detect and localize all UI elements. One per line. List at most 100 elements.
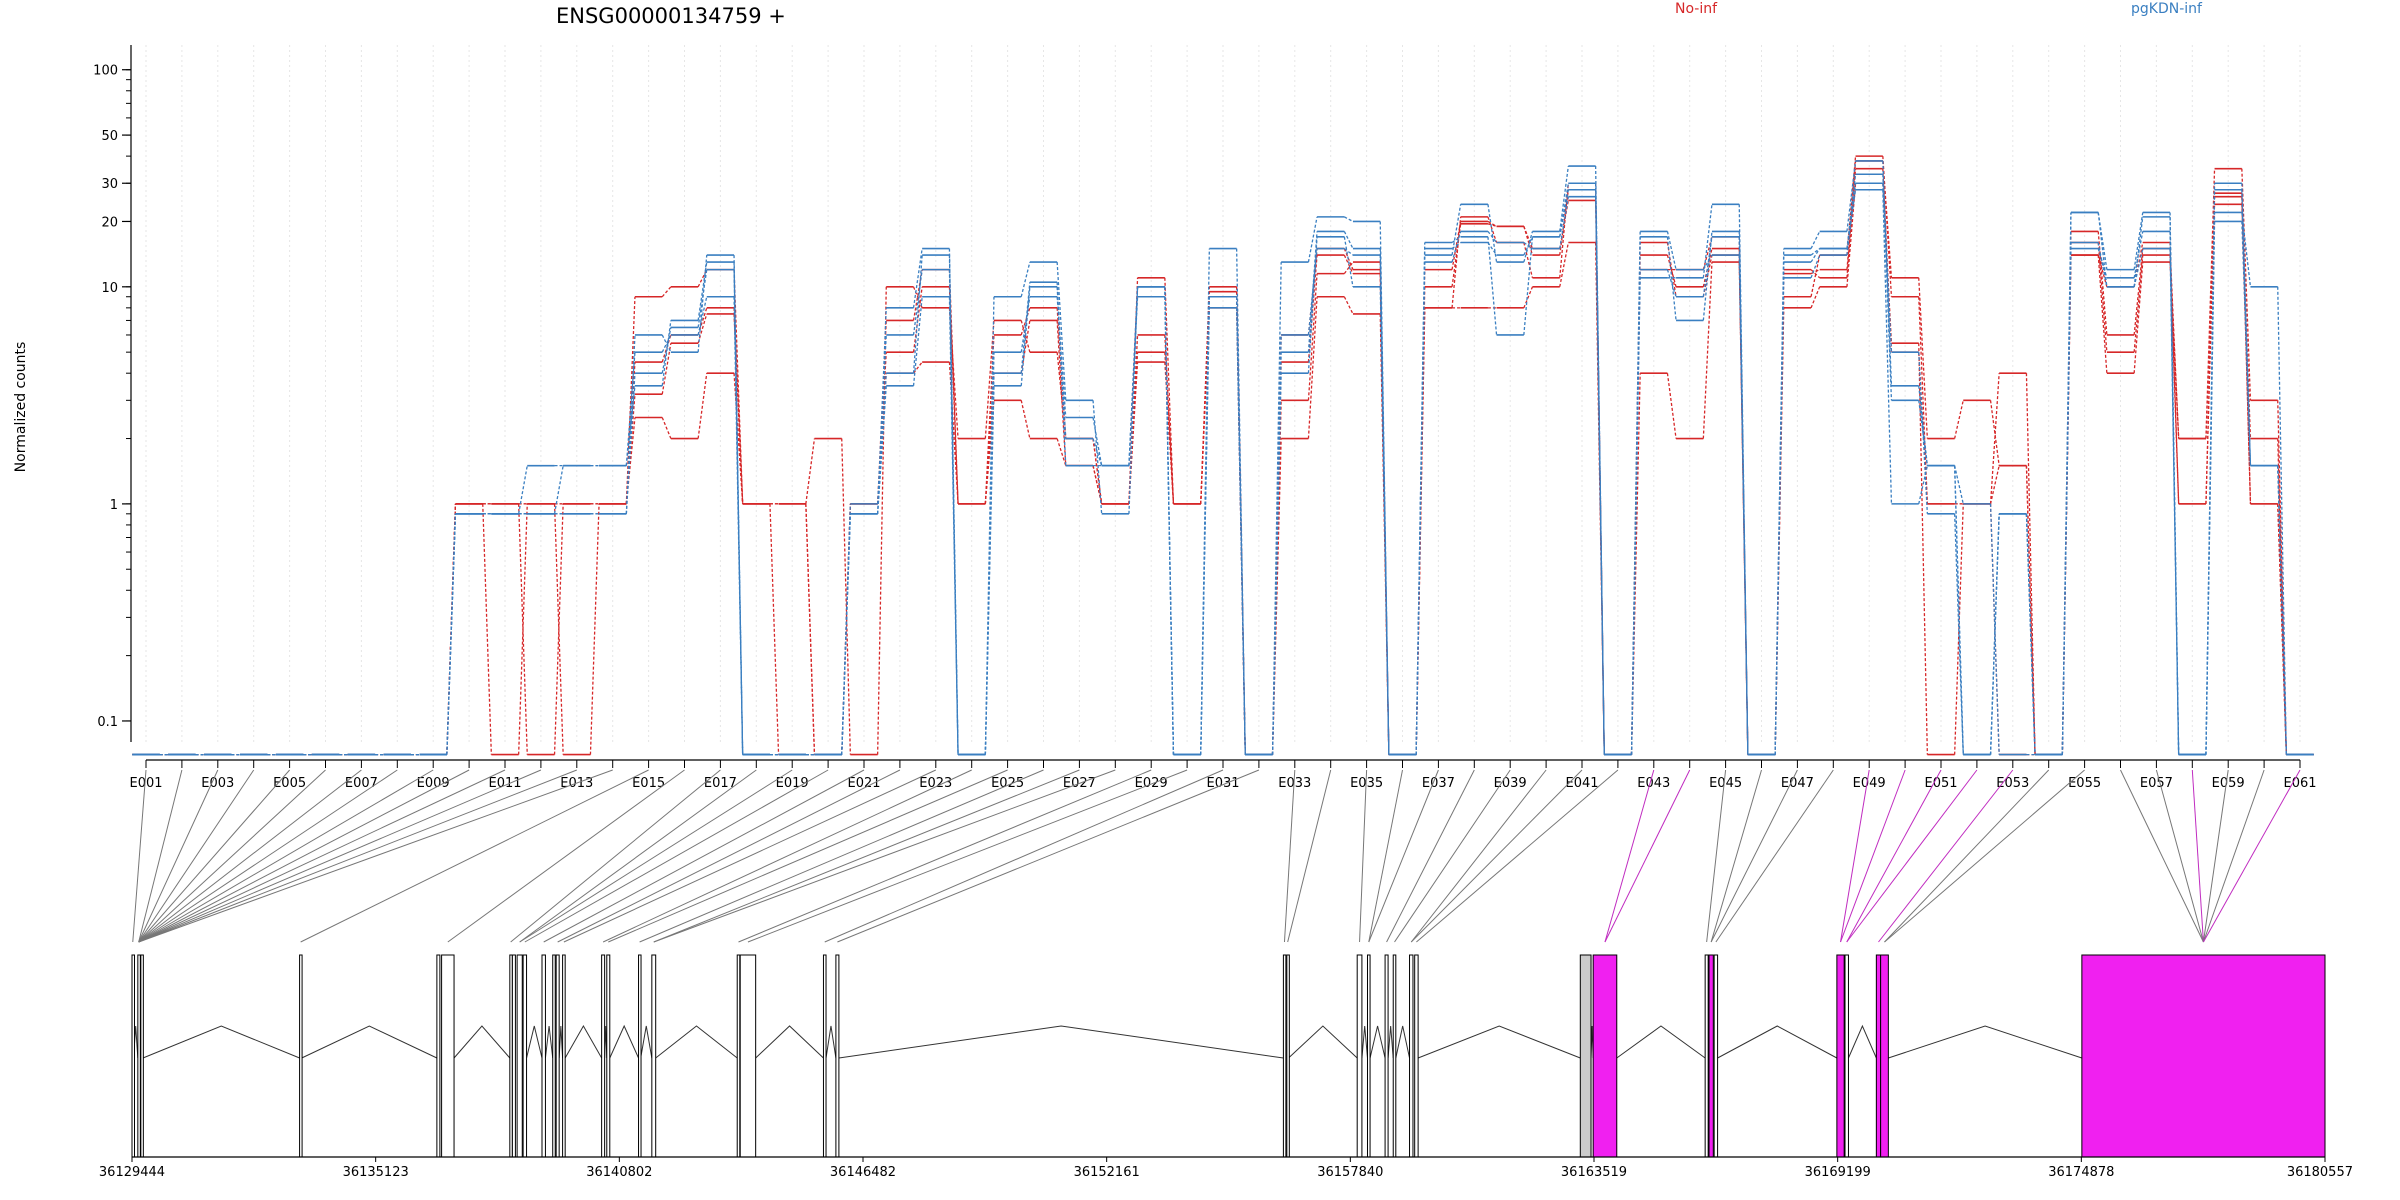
exon-box <box>1836 954 1845 1158</box>
series-connector <box>1810 248 1821 256</box>
series-connector <box>1343 261 1354 275</box>
series-connector <box>1092 417 1103 466</box>
series-connector <box>984 296 995 755</box>
series-connector <box>1702 262 1713 439</box>
exon-box <box>552 954 556 1158</box>
exon-box <box>1409 954 1414 1158</box>
y-ticks-layer: 0.1 1 10 20 30 50 100 <box>93 64 131 730</box>
series-connector <box>1235 248 1246 755</box>
x-tick-label: E039 <box>1494 776 1527 791</box>
series-connector <box>661 327 672 374</box>
x-tick-label: E011 <box>488 776 521 791</box>
genomic-tick-label: 36135123 <box>343 1165 409 1180</box>
exon-box <box>1392 954 1397 1158</box>
series-connector <box>1415 262 1426 755</box>
exon-connector <box>132 769 147 943</box>
series-connector <box>1702 236 1713 297</box>
genomic-tick-label: 36174878 <box>2048 1165 2114 1180</box>
intron-line <box>640 1025 653 1059</box>
exon-box <box>1704 954 1709 1158</box>
series-connector <box>2133 248 2144 287</box>
series-connector <box>1487 220 1497 227</box>
x-tick-label: E017 <box>704 776 737 791</box>
series-connector <box>948 255 959 755</box>
series-connector <box>697 296 708 336</box>
exon-box <box>1286 954 1290 1158</box>
intron-line <box>564 1024 603 1059</box>
series-connector <box>1344 216 1354 223</box>
exon-connector <box>1359 769 1368 943</box>
genomic-tick-label: 36140802 <box>586 1165 652 1180</box>
series-connector <box>1128 362 1139 504</box>
series-connector <box>1487 216 1498 243</box>
series-connector <box>1343 231 1354 249</box>
series-connector <box>1451 223 1462 287</box>
exon-connector <box>2191 769 2204 943</box>
exon-connector <box>138 769 219 943</box>
series-connector <box>841 513 852 755</box>
series-connector <box>733 269 744 755</box>
series-pgkdn-inf-7 <box>132 182 2314 756</box>
series-connector <box>1451 216 1462 308</box>
series-connector <box>1487 242 1498 256</box>
series-connector <box>912 269 923 336</box>
x-tick-label: E053 <box>1996 776 2029 791</box>
series-connector <box>1666 236 1677 321</box>
exon-connector <box>602 769 972 943</box>
series-connector <box>1559 196 1569 249</box>
series-connector <box>661 417 672 439</box>
series-connector <box>2061 255 2072 755</box>
intron-line <box>301 1025 438 1059</box>
exon-connector <box>138 769 470 943</box>
exon-connector <box>138 769 362 943</box>
series-connector <box>1882 160 1893 278</box>
series-connector <box>1918 352 1929 514</box>
exon-connector <box>1283 769 1296 943</box>
series-connector <box>1271 334 1282 755</box>
series-connector <box>518 465 528 514</box>
exon-box <box>555 954 560 1158</box>
series-connector <box>733 373 744 504</box>
exon-connector <box>138 769 255 943</box>
x-tick-label: E021 <box>847 776 880 791</box>
intron-line <box>1395 1025 1411 1059</box>
genomic-tick-label: 36152161 <box>1074 1165 1140 1180</box>
exon-box <box>2081 954 2326 1158</box>
series-connector <box>1451 231 1462 263</box>
exon-connector <box>1846 769 1942 943</box>
series-connector <box>876 334 887 504</box>
exon-box <box>1592 954 1618 1158</box>
series-connector <box>1559 183 1569 237</box>
y-tick-label: 50 <box>101 129 118 144</box>
exon-connector <box>1604 769 1691 943</box>
legend-pgkdn-inf: pgKDN-inf <box>2131 1 2203 17</box>
series-connector <box>1630 231 1641 755</box>
series-connector <box>1918 465 1928 505</box>
series-connector <box>625 373 636 514</box>
exon-connector <box>824 769 1224 943</box>
series-connector <box>2061 242 2072 755</box>
series-connector <box>1559 242 1569 287</box>
series-connector <box>805 438 816 504</box>
series-connector <box>2277 438 2288 755</box>
series-connector <box>1666 242 1677 297</box>
exon-connector <box>653 769 1116 943</box>
exon-box <box>522 954 528 1158</box>
exon-connector <box>138 769 577 943</box>
series-connector <box>1702 248 1713 287</box>
series-connector <box>1702 254 1713 270</box>
series-connector <box>1020 282 1031 374</box>
x-tick-label: E045 <box>1709 776 1742 791</box>
series-pgkdn-inf-6 <box>132 182 2314 756</box>
series-connector <box>1235 296 1246 755</box>
exon-box <box>441 954 455 1158</box>
exon-box <box>541 954 546 1158</box>
exon-box <box>1579 954 1592 1158</box>
series-connector <box>1487 230 1498 243</box>
series-connector <box>1810 231 1821 249</box>
series-connector <box>2097 242 2108 287</box>
exon-box <box>436 954 441 1158</box>
series-connector <box>2205 212 2216 755</box>
x-tick-label: E061 <box>2283 776 2316 791</box>
exon-connector <box>138 769 183 943</box>
